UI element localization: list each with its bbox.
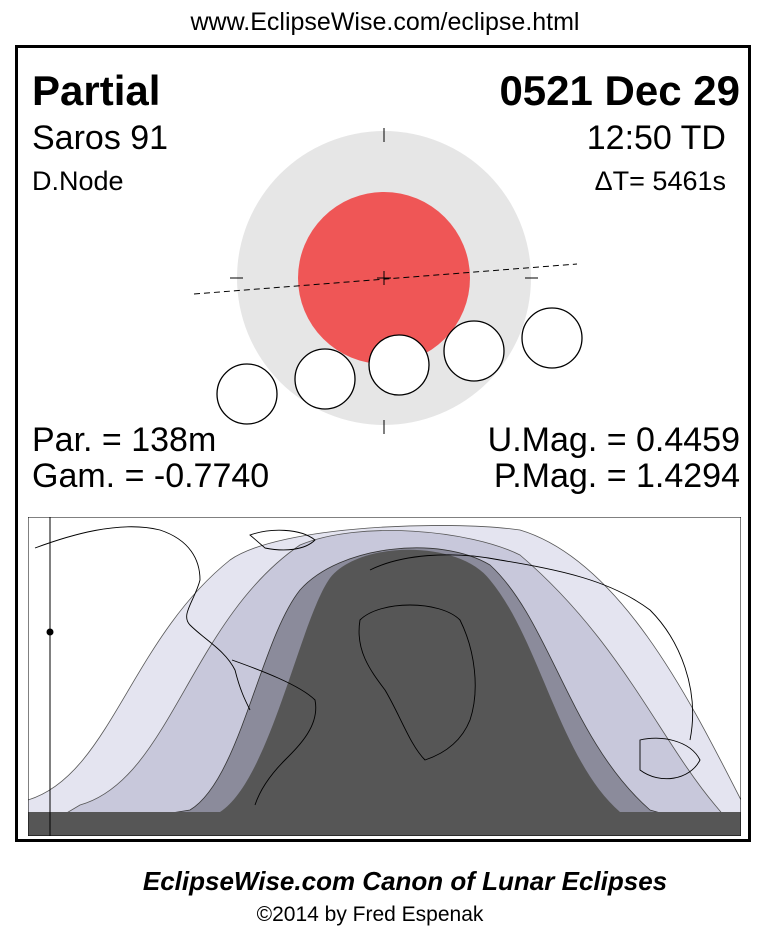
antarctic-shadow-band (28, 812, 741, 836)
greenland-coast (249, 529, 316, 551)
visibility-map (28, 517, 741, 836)
location-marker (46, 628, 54, 636)
south-america-coast (231, 659, 317, 806)
footer-title: EclipseWise.com Canon of Lunar Eclipses (142, 866, 668, 896)
delta-t: ΔT= 5461s (594, 166, 726, 196)
saros-number: Saros 91 (32, 119, 169, 157)
moon-position-p4 (521, 307, 583, 369)
eclipse-geometry-diagram (193, 128, 583, 434)
north-america-coast (34, 526, 251, 711)
moon-position-u1 (294, 348, 356, 410)
moon-position-u4 (443, 320, 505, 382)
source-url: www.EclipseWise.com/eclipse.html (190, 8, 580, 36)
eclipse-type: Partial (32, 67, 161, 114)
eclipse-date: 0521 Dec 29 (499, 67, 740, 114)
penumbral-magnitude: P.Mag. = 1.4294 (493, 457, 740, 495)
partial-duration: Par. = 138m (32, 421, 217, 459)
gamma: Gam. = -0.7740 (32, 457, 270, 495)
ecliptic-line (193, 263, 578, 295)
eclipse-panel (15, 45, 751, 842)
footer-copyright: ©2014 by Fred Espenak (256, 903, 484, 926)
umbral-magnitude: U.Mag. = 0.4459 (487, 421, 740, 459)
eclipse-time: 12:50 TD (586, 119, 726, 157)
coastlines (34, 526, 701, 806)
full-visibility-region (220, 549, 620, 812)
australia-coast (639, 737, 701, 780)
eurasia-coast (369, 554, 694, 741)
moon-position-greatest (368, 334, 430, 396)
moon-position-p1 (216, 363, 278, 425)
africa-coast (358, 604, 476, 761)
node-label: D.Node (32, 166, 124, 196)
